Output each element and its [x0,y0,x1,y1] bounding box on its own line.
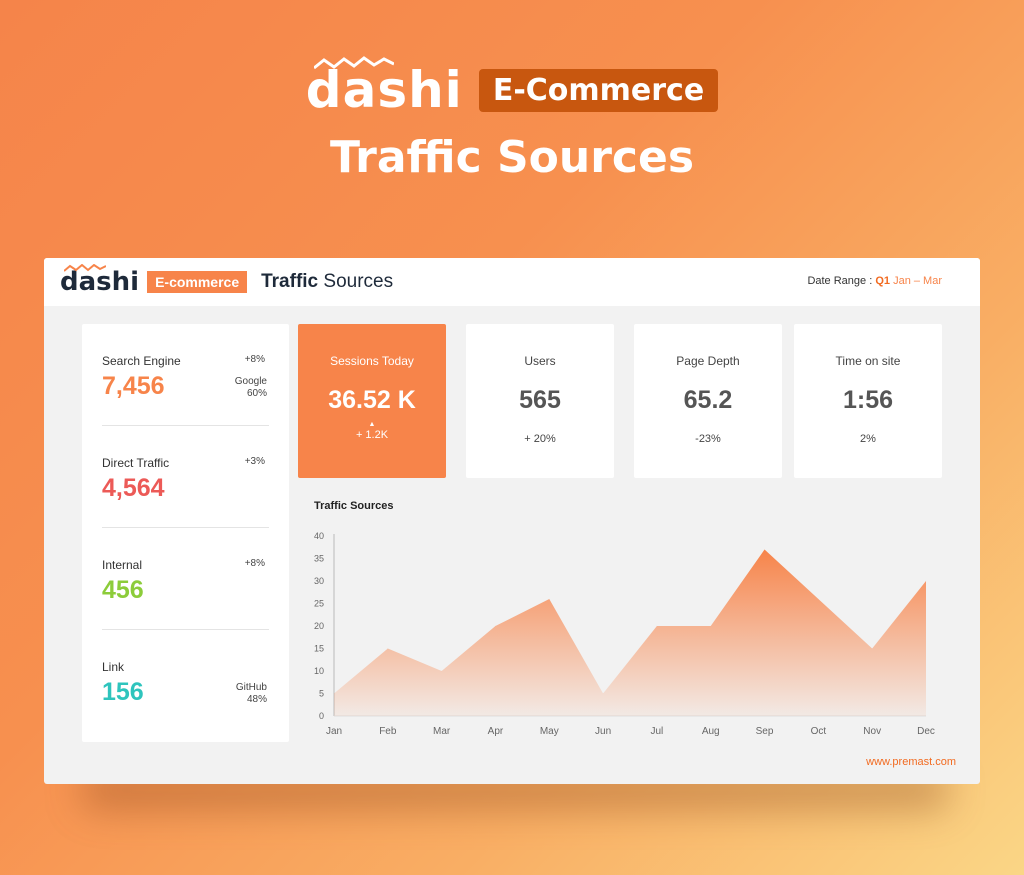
traffic-area-series [334,549,926,716]
kpi-value: 36.52 K [328,386,416,414]
source-item-direct-traffic: Direct Traffic 4,564 +3% [102,426,269,528]
y-tick-label: 5 [319,689,324,699]
kpi-card-users[interactable]: Users 565 + 20% [466,324,614,478]
x-tick-label: Nov [863,726,881,737]
source-ref-pct: 48% [246,694,267,705]
dashboard-card: dashi E-commerce Traffic Sources Date Ra… [44,258,980,784]
chart-title: Traffic Sources [314,500,394,512]
kpi-label: Sessions Today [330,354,414,368]
date-range-label: Date Range : [807,275,873,287]
source-ref-name: Google [234,376,267,387]
source-item-link: Link 156 GitHub 48% [102,630,269,732]
source-label: Internal [102,558,143,572]
x-tick-label: Feb [379,726,397,737]
dashboard-logo-text: dashi [60,267,140,297]
hero-title: Traffic Sources [329,132,695,183]
x-tick-label: Aug [702,726,720,737]
dashboard-title-rest: Sources [318,271,394,292]
traffic-chart: 0 5 10 15 20 25 30 35 40 Jan Feb Mar Apr May Jun Jul Aug… [314,531,935,737]
date-range-quarter: Q1 [875,275,891,287]
x-tick-label: Apr [488,726,504,737]
hero-badge: E-Commerce [478,68,719,112]
dashboard-badge: E-commerce [147,271,248,293]
hero-brand: dashi E-Commerce [0,56,1024,119]
x-tick-label: Mar [433,726,451,737]
x-tick-label: Dec [917,726,935,737]
up-arrow-icon: ▲ [368,421,376,428]
source-change: +3% [244,456,265,467]
kpi-label: Page Depth [676,354,740,368]
source-change: +8% [244,558,265,569]
footer-url[interactable]: www.premast.com [866,756,956,768]
source-value: 4,564 [102,474,165,502]
kpi-delta: + 20% [524,433,556,445]
kpi-card-sessions-today[interactable]: Sessions Today 36.52 K ▲ + 1.2K [298,324,446,478]
kpi-value: 1:56 [842,386,894,414]
hero-logo-text: dashi [305,61,463,119]
x-tick-label: Jan [326,726,342,737]
source-label: Link [102,660,125,674]
source-item-internal: Internal 456 +8% [102,528,269,630]
kpi-value: 65.2 [683,386,733,414]
source-value: 7,456 [102,372,165,400]
x-tick-label: Sep [756,726,774,737]
x-tick-label: Oct [811,726,827,737]
source-value: 156 [102,678,144,706]
logo-wave-icon [64,264,106,272]
source-change: +8% [244,354,265,365]
date-range[interactable]: Date Range : Q1 Jan – Mar [807,275,942,287]
y-tick-label: 30 [314,576,324,586]
date-range-months: Jan – Mar [893,275,942,287]
source-value: 456 [102,576,144,604]
y-tick-label: 10 [314,666,324,676]
kpi-card-page-depth[interactable]: Page Depth 65.2 -23% [634,324,782,478]
logo-wave-icon [313,56,394,70]
source-ref: Google 60% [235,376,267,400]
kpi-label: Users [524,354,556,368]
y-tick-label: 35 [314,554,324,564]
kpi-delta: -23% [695,433,721,445]
dashboard-title: Traffic Sources [261,271,393,293]
y-tick-label: 15 [314,644,324,654]
source-label: Direct Traffic [102,456,170,470]
x-tick-label: May [540,726,559,737]
hero-logo: dashi [305,56,463,119]
kpi-delta: + 1.2K [355,429,389,441]
dashboard-header: dashi E-commerce Traffic Sources Date Ra… [44,258,980,306]
x-tick-label: Jun [595,726,611,737]
source-item-search-engine: Search Engine 7,456 +8% Google 60% [102,324,269,426]
y-tick-label: 40 [314,531,324,541]
y-tick-label: 25 [314,599,324,609]
kpi-delta: 2% [860,433,876,445]
dashboard-logo: dashi [60,264,140,297]
source-ref: GitHub 48% [236,682,267,706]
kpi-card-time-on-site[interactable]: Time on site 1:56 2% [794,324,942,478]
source-label: Search Engine [102,354,181,368]
source-ref-name: GitHub [235,682,267,693]
y-tick-label: 20 [314,621,324,631]
x-tick-label: Jul [651,726,664,737]
kpi-label: Time on site [835,354,901,368]
kpi-value: 565 [519,386,561,414]
sources-panel: Search Engine 7,456 +8% Google 60% Direc… [82,324,289,742]
dashboard-title-bold: Traffic [261,271,319,292]
source-ref-pct: 60% [246,388,267,399]
y-tick-label: 0 [319,711,324,721]
